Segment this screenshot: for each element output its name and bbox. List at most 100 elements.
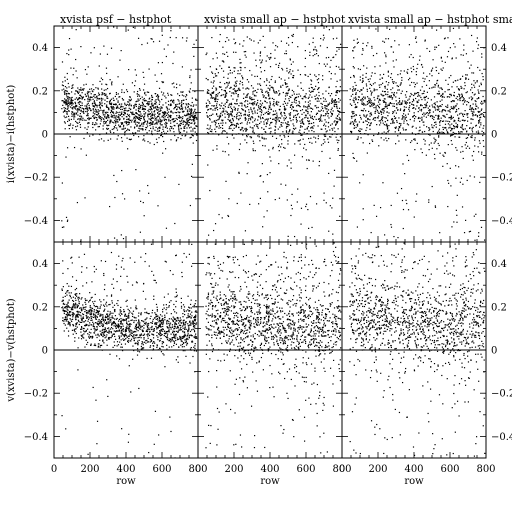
data-point bbox=[205, 102, 208, 104]
data-point bbox=[455, 125, 458, 127]
data-point bbox=[319, 45, 322, 47]
data-point bbox=[467, 134, 470, 136]
data-point bbox=[149, 113, 152, 115]
data-point bbox=[160, 73, 163, 75]
data-point bbox=[123, 117, 125, 119]
data-point bbox=[472, 50, 474, 52]
data-point bbox=[400, 92, 402, 95]
data-point bbox=[159, 335, 161, 337]
data-point bbox=[155, 106, 157, 108]
data-point bbox=[166, 307, 168, 309]
data-point bbox=[235, 85, 238, 87]
data-point bbox=[66, 112, 68, 114]
data-point bbox=[436, 105, 438, 107]
data-point bbox=[158, 129, 161, 132]
data-point bbox=[106, 295, 108, 297]
data-point bbox=[216, 126, 218, 128]
data-point bbox=[123, 118, 125, 120]
data-point bbox=[73, 114, 75, 116]
data-point bbox=[385, 54, 387, 56]
data-point bbox=[251, 74, 253, 76]
data-point bbox=[411, 71, 413, 73]
data-point bbox=[286, 104, 288, 106]
data-point bbox=[157, 115, 160, 117]
data-point bbox=[128, 104, 130, 106]
data-point bbox=[159, 314, 162, 316]
data-point bbox=[78, 323, 80, 326]
data-point bbox=[231, 124, 233, 126]
data-point bbox=[224, 83, 226, 85]
data-point bbox=[137, 100, 139, 102]
data-point bbox=[64, 122, 66, 124]
data-point bbox=[144, 311, 146, 314]
data-point bbox=[129, 257, 131, 259]
data-point bbox=[130, 126, 132, 128]
data-point bbox=[61, 61, 64, 63]
data-point bbox=[242, 78, 244, 80]
data-point bbox=[462, 103, 464, 105]
data-point bbox=[170, 110, 172, 112]
data-point bbox=[175, 37, 177, 39]
data-point bbox=[427, 107, 429, 109]
data-point bbox=[74, 93, 76, 95]
data-point bbox=[78, 89, 80, 91]
data-point bbox=[251, 111, 253, 113]
data-point bbox=[235, 51, 237, 53]
data-point bbox=[275, 123, 277, 125]
data-point bbox=[165, 227, 168, 229]
data-point bbox=[387, 38, 390, 40]
data-point bbox=[412, 125, 414, 127]
data-point bbox=[240, 67, 242, 69]
data-point bbox=[363, 104, 365, 106]
data-point bbox=[280, 183, 282, 185]
data-point bbox=[162, 341, 164, 343]
data-point bbox=[224, 103, 226, 105]
data-point bbox=[146, 329, 148, 331]
data-point bbox=[424, 103, 426, 106]
data-point bbox=[232, 118, 234, 120]
data-point bbox=[409, 118, 411, 121]
data-point bbox=[306, 127, 308, 129]
data-point bbox=[452, 108, 454, 110]
data-point bbox=[454, 136, 456, 138]
data-point bbox=[123, 111, 125, 113]
data-point bbox=[424, 140, 426, 142]
data-point bbox=[224, 130, 226, 132]
data-point bbox=[245, 50, 247, 53]
data-point bbox=[81, 313, 84, 315]
data-point bbox=[148, 103, 150, 105]
data-point bbox=[411, 132, 413, 134]
data-point bbox=[449, 126, 451, 128]
data-point bbox=[297, 46, 299, 48]
data-point bbox=[222, 130, 224, 132]
data-point bbox=[266, 173, 269, 176]
data-point bbox=[390, 223, 392, 226]
data-point bbox=[186, 120, 188, 122]
data-point bbox=[475, 213, 477, 215]
data-point bbox=[127, 317, 129, 319]
data-point bbox=[276, 119, 278, 121]
data-point bbox=[320, 114, 322, 116]
data-point bbox=[151, 130, 153, 132]
data-point bbox=[459, 99, 461, 102]
data-point bbox=[259, 175, 261, 177]
data-point bbox=[446, 56, 449, 58]
data-point bbox=[99, 103, 101, 106]
data-point bbox=[65, 320, 67, 322]
data-point bbox=[401, 115, 404, 117]
data-point bbox=[304, 114, 307, 116]
data-point bbox=[193, 329, 196, 331]
data-point bbox=[111, 102, 113, 104]
data-point bbox=[106, 316, 108, 319]
data-point bbox=[107, 125, 109, 127]
data-point bbox=[231, 92, 233, 94]
data-point bbox=[468, 67, 471, 69]
data-point bbox=[235, 125, 237, 127]
data-point bbox=[193, 113, 195, 115]
data-point bbox=[464, 144, 466, 146]
data-point bbox=[88, 310, 90, 312]
data-point bbox=[373, 90, 375, 92]
data-point bbox=[317, 110, 320, 112]
data-point bbox=[115, 92, 117, 94]
data-point bbox=[435, 66, 437, 68]
